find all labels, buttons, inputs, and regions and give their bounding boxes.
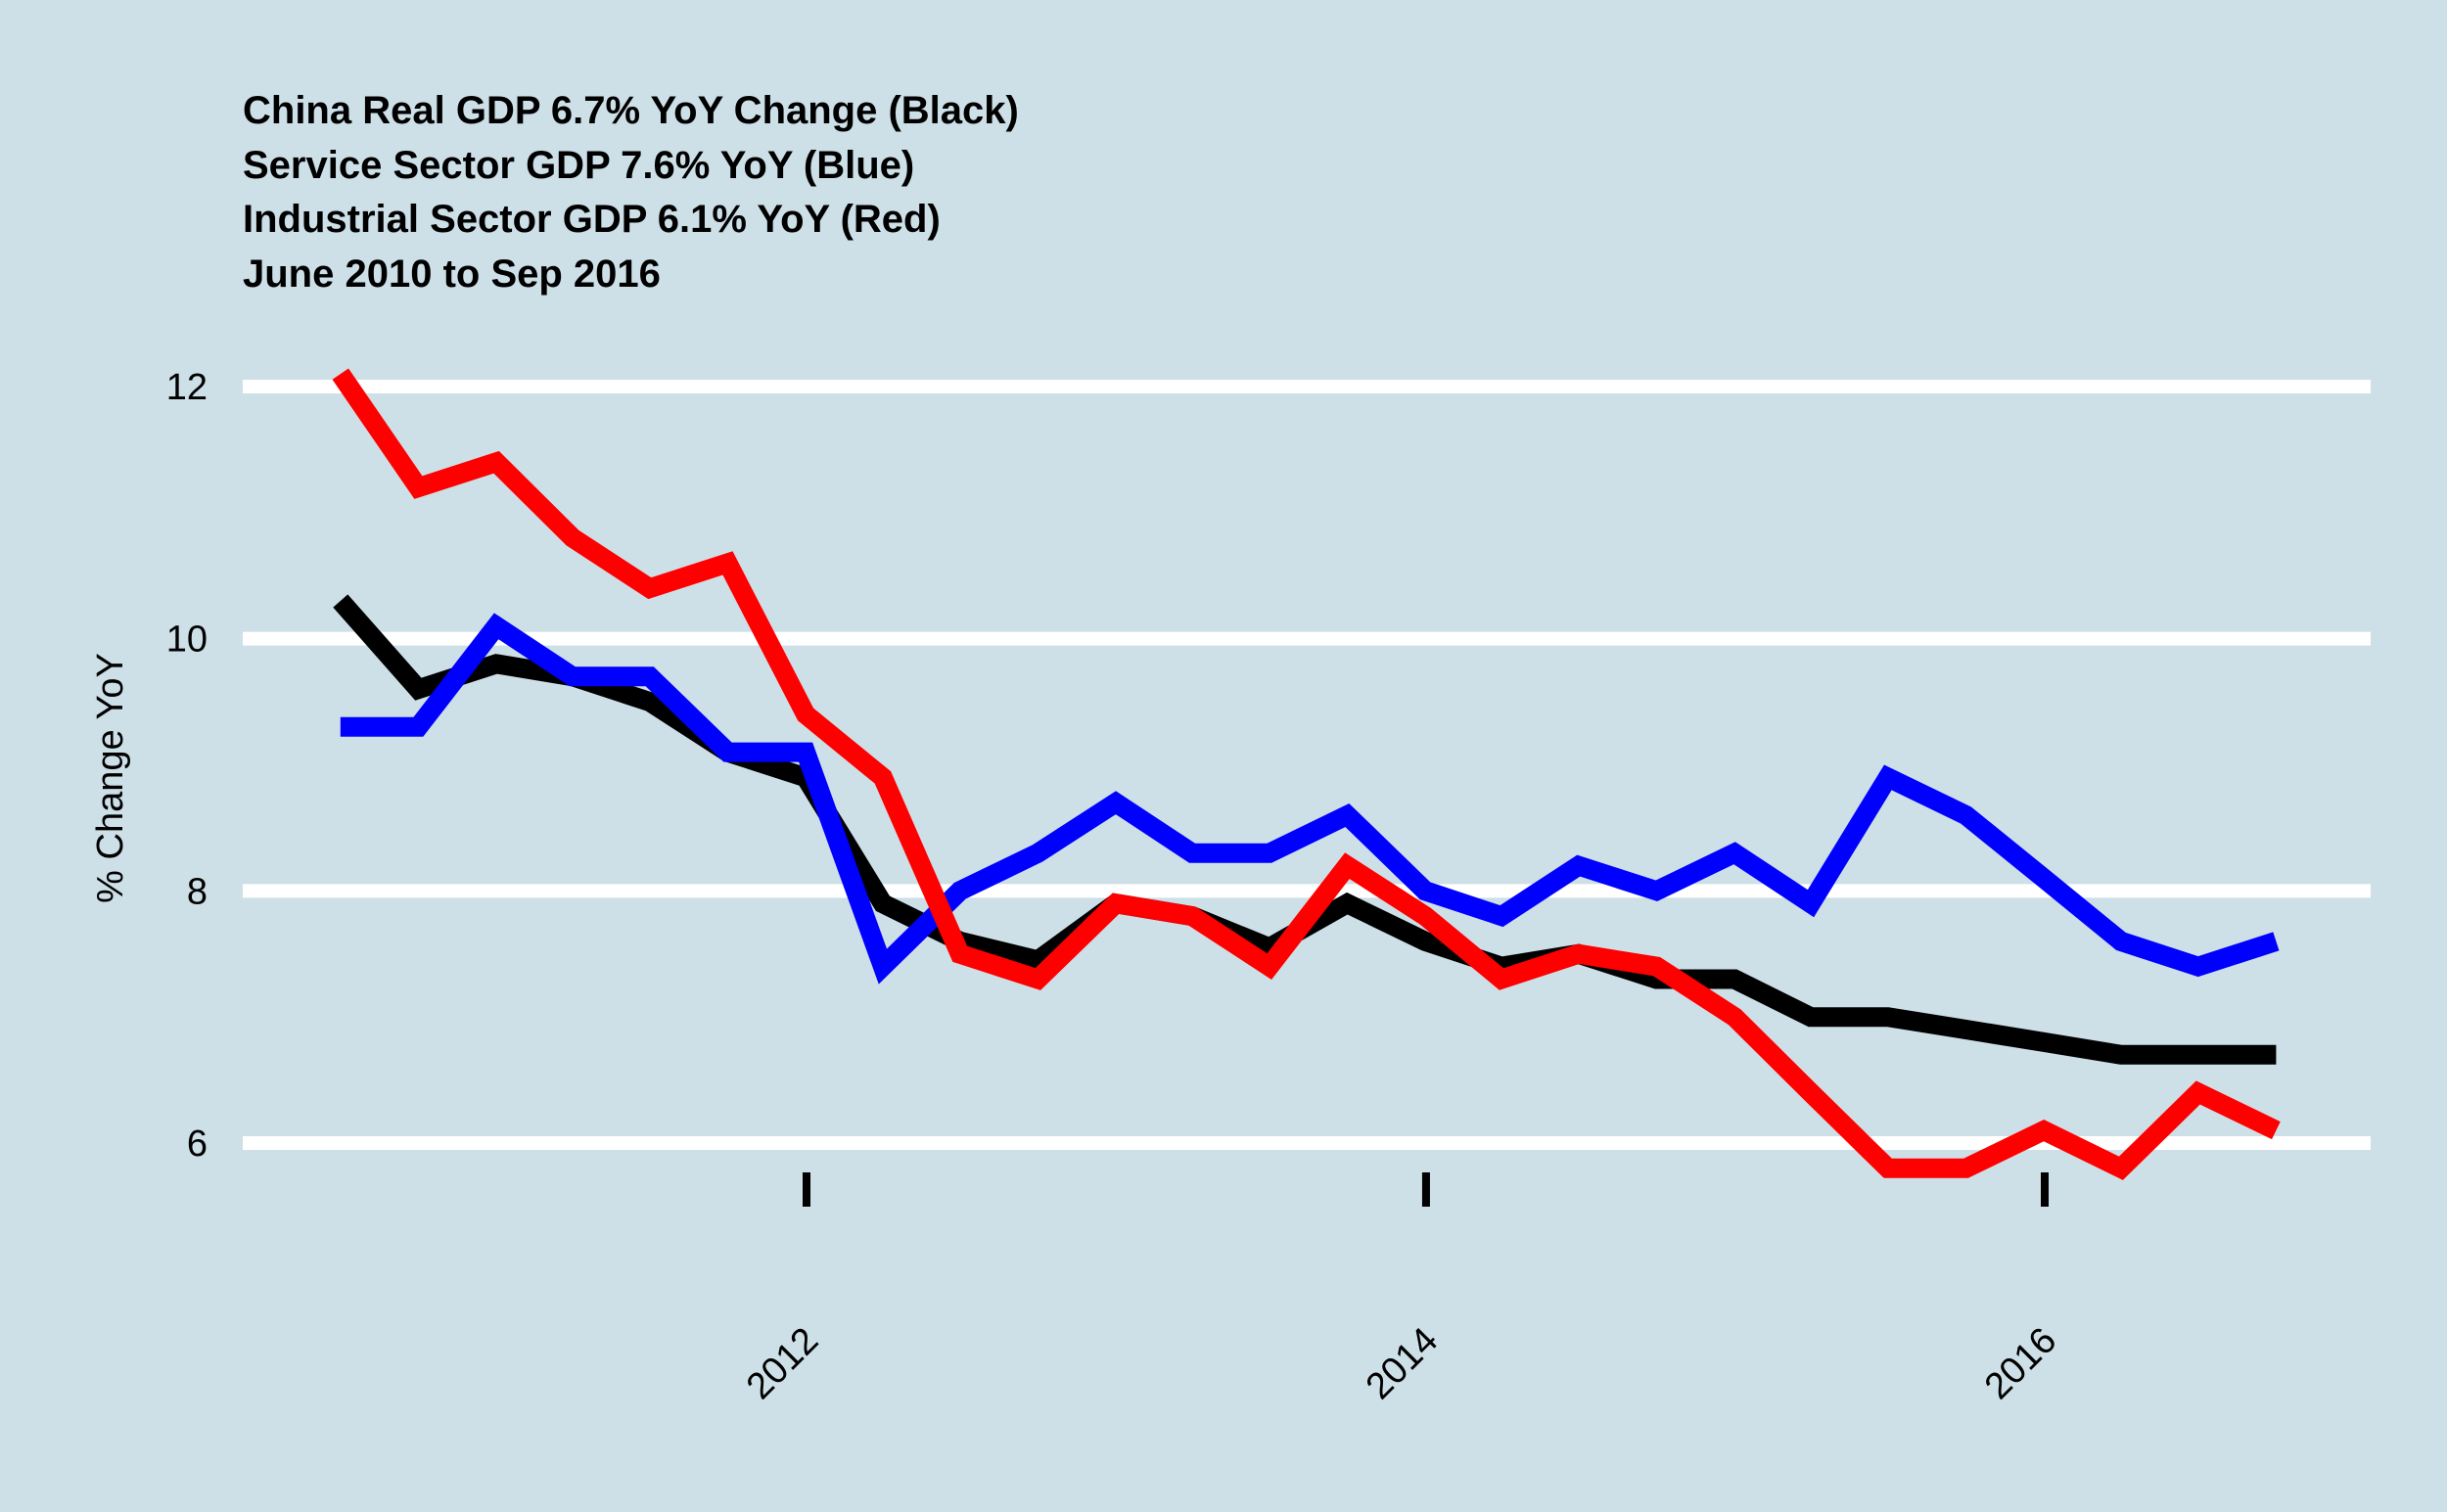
series-line-service-sector-gdp: [340, 613, 2280, 985]
title-line-4: June 2010 to Sep 2016: [243, 252, 661, 296]
title-line-1: China Real GDP 6.7% YoY Change (Black): [243, 89, 1019, 132]
title-line-3: Industrial Sector GDP 6.1% YoY (Red): [243, 198, 941, 241]
y-tick-label-6: 6: [187, 1123, 208, 1165]
y-tick-labels: 6 8 10 12: [166, 367, 208, 1165]
title-line-2: Service Sector GDP 7.6% YoY (Blue): [243, 144, 914, 187]
series-line-industrial-sector-gdp: [332, 368, 2281, 1180]
y-tick-label-8: 8: [187, 871, 208, 912]
chart-title: China Real GDP 6.7% YoY Change (Black) S…: [243, 89, 1019, 296]
series-lines: [332, 368, 2281, 1180]
y-axis-label: % Change YoY: [90, 653, 131, 903]
y-tick-label-10: 10: [166, 619, 208, 661]
y-tick-label-12: 12: [166, 367, 208, 408]
x-ticks: [803, 1172, 2049, 1207]
